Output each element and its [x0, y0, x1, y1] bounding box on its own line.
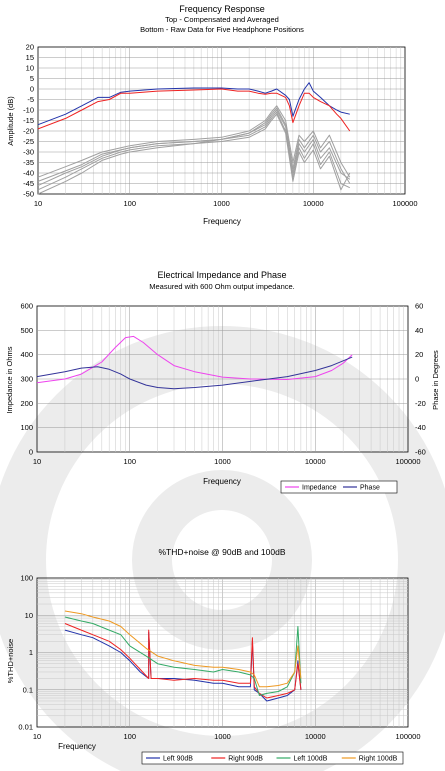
- legend: Left 90dB Right 90dB Left 100dB Right 100dB: [141, 751, 404, 765]
- chart-subtitle-line-1: Top - Compensated and Averaged: [165, 15, 279, 24]
- y-tick-label: 0: [29, 448, 33, 457]
- y-tick-label: 300: [20, 375, 33, 384]
- y2-tick-label: -20: [415, 399, 426, 408]
- x-axis-label: Frequency: [58, 742, 96, 751]
- y-tick-label: 10: [25, 611, 33, 620]
- series-line-raw-position-2: [37, 107, 351, 184]
- y2-tick-label: 0: [415, 375, 419, 384]
- y2-tick-label: 60: [415, 302, 423, 311]
- series-line-raw-position-5: [37, 113, 351, 195]
- x-tick-label: 100000: [392, 199, 417, 208]
- y-tick-label: -15: [23, 116, 34, 125]
- y-tick-label: -10: [23, 106, 34, 115]
- legend-label: Impedance: [302, 485, 337, 492]
- x-tick-label: 100000: [395, 732, 420, 741]
- chart-title: %THD+noise @ 90dB and 100dB: [159, 547, 286, 557]
- legend-label: Left 100dB: [294, 756, 328, 763]
- y2-axis-label: Phase in Degrees: [431, 350, 440, 410]
- y-tick-label: -35: [23, 158, 34, 167]
- y-tick-label: 400: [20, 350, 33, 359]
- y-tick-label: -50: [23, 190, 34, 199]
- series-line-phase: [36, 356, 353, 390]
- grid-lines: [36, 577, 409, 728]
- legend-box: [141, 751, 404, 765]
- x-tick-label: 1000: [214, 732, 231, 741]
- legend-label: Right 100dB: [359, 756, 398, 763]
- x-tick-label: 10: [33, 457, 41, 466]
- chart-subtitle-line-2: Bottom - Raw Data for Five Headphone Pos…: [140, 25, 304, 34]
- y-tick-label: 500: [20, 326, 33, 335]
- x-tick-label: 10000: [303, 199, 324, 208]
- frequency-response-chart: Frequency Response Top - Compensated and…: [6, 4, 418, 226]
- y2-tick-label: 20: [415, 350, 423, 359]
- series-line-right-90db: [64, 623, 302, 699]
- y2-tick-label: -60: [415, 448, 426, 457]
- y-tick-label: -30: [23, 148, 34, 157]
- y-tick-label: 20: [26, 43, 34, 52]
- x-tick-label: 100000: [395, 457, 420, 466]
- series-group: [37, 82, 351, 195]
- x-tick-label: 10000: [305, 732, 326, 741]
- y-tick-label: 0: [30, 85, 34, 94]
- legend-box: [280, 480, 398, 494]
- grid-lines: [37, 46, 406, 195]
- y-tick-label: -5: [27, 95, 34, 104]
- series-line-left-100db: [64, 616, 302, 696]
- impedance-phase-chart: Electrical Impedance and Phase Measured …: [5, 270, 440, 494]
- chart-title: Frequency Response: [179, 4, 265, 14]
- series-line-raw-position-4: [37, 111, 351, 191]
- x-axis-label: Frequency: [203, 217, 241, 226]
- y-tick-label: -45: [23, 179, 34, 188]
- series-line-impedance: [36, 335, 353, 384]
- y2-tick-label: -40: [415, 423, 426, 432]
- y-tick-label: 10: [26, 64, 34, 73]
- x-tick-label: 1000: [214, 457, 231, 466]
- legend-label: Right 90dB: [228, 756, 263, 763]
- series-group: [64, 610, 302, 702]
- series-line-compensated-right: [37, 88, 351, 132]
- x-tick-label: 100: [123, 732, 136, 741]
- series-line-right-100db: [64, 610, 302, 688]
- grid-lines: [36, 305, 409, 453]
- legend-label: Phase: [360, 485, 380, 492]
- series-line-raw-position-1: [37, 105, 351, 178]
- series-line-raw-position-3: [37, 109, 351, 187]
- series-line-left-90db: [64, 629, 302, 702]
- thd-noise-chart: %THD+noise @ 90dB and 100dB Frequency %T…: [6, 547, 421, 765]
- series-group: [36, 335, 353, 390]
- y-axis-label: Impedance in Ohms: [5, 346, 14, 413]
- x-axis-label: Frequency: [203, 477, 241, 486]
- y-tick-label: 100: [20, 423, 33, 432]
- y-axis-label: %THD+noise: [6, 639, 15, 683]
- y-tick-label: 200: [20, 399, 33, 408]
- y-tick-label: 5: [30, 74, 34, 83]
- series-line-compensated-left: [37, 82, 350, 126]
- y-tick-label: -20: [23, 127, 34, 136]
- y-tick-label: 100: [20, 574, 33, 583]
- legend-label: Left 90dB: [163, 756, 193, 763]
- y2-tick-label: 40: [415, 326, 423, 335]
- x-tick-label: 1000: [213, 199, 230, 208]
- chart-title: Electrical Impedance and Phase: [157, 270, 286, 280]
- y-tick-label: 600: [20, 302, 33, 311]
- y-tick-label: 15: [26, 53, 34, 62]
- y-tick-label: -40: [23, 169, 34, 178]
- x-tick-label: 100: [123, 457, 136, 466]
- y-axis-label: Amplitude (dB): [6, 96, 15, 146]
- y-tick-label: -25: [23, 137, 34, 146]
- y-tick-label: 0.01: [18, 723, 33, 732]
- x-tick-label: 10000: [305, 457, 326, 466]
- x-tick-label: 10: [33, 732, 41, 741]
- y-tick-label: 1: [29, 648, 33, 657]
- y-tick-label: 0.1: [23, 685, 33, 694]
- x-tick-label: 10: [34, 199, 42, 208]
- chart-subtitle: Measured with 600 Ohm output impedance.: [149, 282, 295, 291]
- legend: Impedance Phase: [280, 480, 398, 494]
- x-tick-label: 100: [123, 199, 136, 208]
